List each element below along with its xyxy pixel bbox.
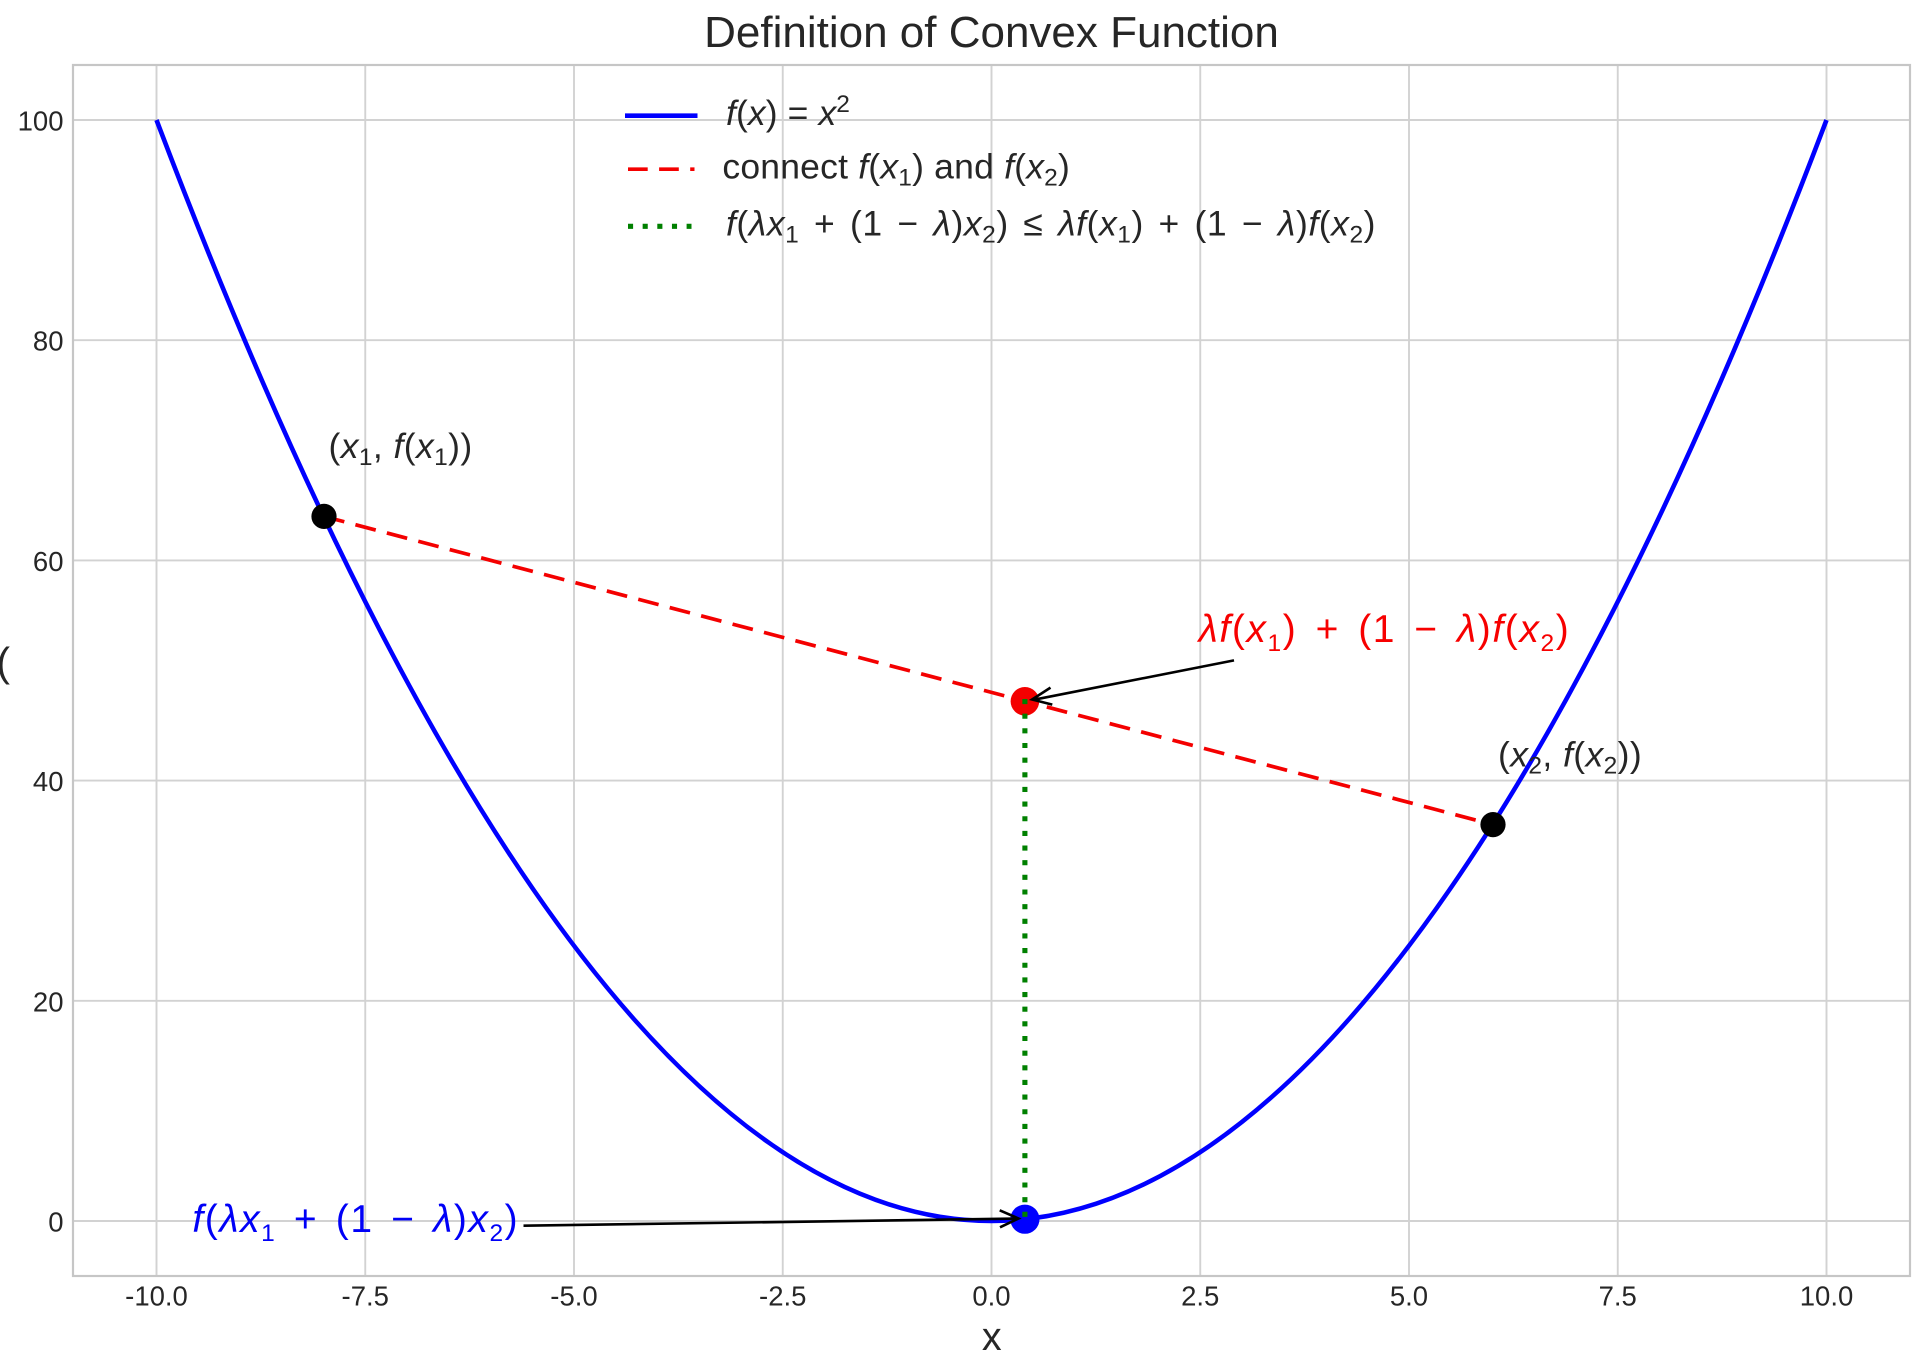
svg-text:f(λx1 + (1 − λ)x2) ≤ λf(x1) +: f(λx1 + (1 − λ)x2) ≤ λf(x1) + (1 − λ)f(x…: [726, 204, 1376, 249]
svg-text:0.0: 0.0: [972, 1281, 1010, 1312]
svg-text:100: 100: [18, 106, 64, 137]
svg-text:20: 20: [33, 986, 64, 1017]
svg-text:Definition of Convex Function: Definition of Convex Function: [704, 8, 1279, 57]
svg-text:40: 40: [33, 766, 64, 797]
svg-text:2.5: 2.5: [1181, 1281, 1219, 1312]
svg-text:-2.5: -2.5: [759, 1281, 806, 1312]
svg-text:7.5: 7.5: [1599, 1281, 1637, 1312]
svg-text:-5.0: -5.0: [550, 1281, 597, 1312]
svg-text:(: (: [0, 639, 10, 685]
svg-text:5.0: 5.0: [1390, 1281, 1428, 1312]
svg-text:(x1, f(x1)): (x1, f(x1)): [329, 426, 473, 471]
svg-text:0: 0: [48, 1207, 63, 1238]
svg-text:60: 60: [33, 546, 64, 577]
svg-text:f(λx1 + (1 − λ)x2): f(λx1 + (1 − λ)x2): [192, 1198, 519, 1247]
svg-text:λf(x1) + (1 − λ)f(x2): λf(x1) + (1 − λ)f(x2): [1197, 608, 1571, 657]
svg-text:(x2, f(x2)): (x2, f(x2)): [1498, 735, 1642, 780]
svg-text:-7.5: -7.5: [342, 1281, 389, 1312]
svg-text:80: 80: [33, 326, 64, 357]
svg-text:-10.0: -10.0: [125, 1281, 188, 1312]
svg-text:connect f(x1) and f(x2): connect f(x1) and f(x2): [722, 147, 1070, 192]
svg-text:x: x: [982, 1315, 1002, 1359]
svg-text:f(x) = x2: f(x) = x2: [726, 91, 850, 133]
svg-text:10.0: 10.0: [1800, 1281, 1854, 1312]
